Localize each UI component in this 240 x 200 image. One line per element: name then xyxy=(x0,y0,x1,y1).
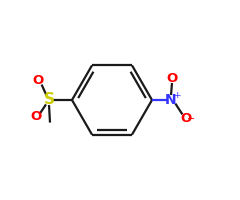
Text: O: O xyxy=(166,72,178,86)
Text: O: O xyxy=(180,112,192,124)
Text: −: − xyxy=(187,114,195,124)
Text: N: N xyxy=(165,93,177,107)
Text: S: S xyxy=(43,92,54,108)
Text: +: + xyxy=(173,90,180,99)
Text: O: O xyxy=(30,110,42,123)
Text: O: O xyxy=(32,74,44,88)
